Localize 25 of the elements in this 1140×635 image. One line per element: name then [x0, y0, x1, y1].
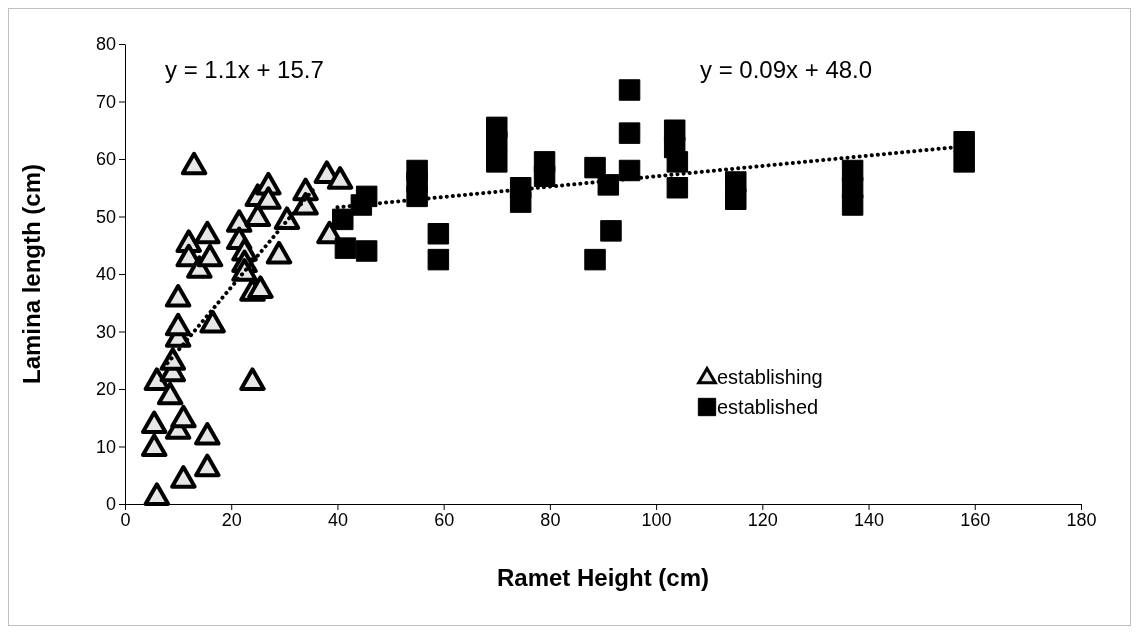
x-tick-label: 60 [434, 509, 455, 530]
y-tick-label: 50 [95, 206, 116, 227]
y-tick-label: 70 [95, 91, 116, 112]
y-tick-label: 60 [95, 149, 116, 170]
y-axis-title: Lamina length (cm) [18, 163, 45, 385]
x-tick-label: 40 [327, 509, 348, 530]
x-tick-label: 0 [120, 509, 131, 530]
x-tick-label: 80 [540, 509, 561, 530]
y-tick-label: 80 [95, 34, 116, 55]
y-tick-label: 10 [95, 436, 116, 457]
x-tick-label: 120 [747, 509, 778, 530]
x-tick-label: 100 [641, 509, 672, 530]
y-tick-label: 20 [95, 379, 116, 400]
y-tick-label: 30 [95, 321, 116, 342]
legend-label: established [717, 396, 819, 418]
y-tick-label: 0 [105, 494, 116, 515]
legend-label: establishing [717, 366, 823, 388]
x-tick-label: 160 [960, 509, 991, 530]
x-tick-label: 140 [854, 509, 885, 530]
x-tick-label: 20 [221, 509, 242, 530]
x-tick-label: 180 [1066, 509, 1097, 530]
annotation: y = 0.09x + 48.0 [700, 56, 873, 83]
y-tick-label: 40 [95, 264, 116, 285]
annotation: y = 1.1x + 15.7 [165, 56, 324, 83]
x-axis-title: Ramet Height (cm) [496, 564, 710, 591]
